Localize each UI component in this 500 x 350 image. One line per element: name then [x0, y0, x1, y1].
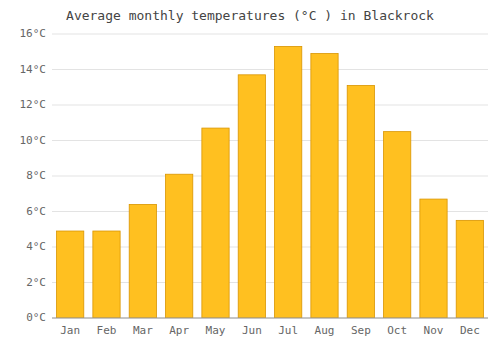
x-tick-label: Aug	[315, 324, 335, 337]
x-tick-label: Nov	[424, 324, 444, 337]
bar	[93, 231, 120, 318]
x-axis-line	[52, 318, 488, 319]
x-tick-label: Mar	[133, 324, 153, 337]
x-tick-label: Feb	[97, 324, 117, 337]
x-tick-label: Sep	[351, 324, 371, 337]
x-tick-label: Jun	[242, 324, 262, 337]
grid-line	[52, 176, 488, 177]
bar	[420, 199, 447, 318]
x-tick-label: Apr	[169, 324, 189, 337]
bar	[202, 128, 229, 318]
chart-title: Average monthly temperatures (°C ) in Bl…	[66, 8, 434, 23]
grid-line	[52, 69, 488, 70]
bar	[311, 54, 338, 318]
x-tick-label: Jan	[60, 324, 80, 337]
chart-svg: 0°C 2°C 4°C 6°C 8°C 10°C 12°C 14°C 16°C Jan Feb Mar…	[0, 0, 500, 350]
grid-line	[52, 105, 488, 106]
y-tick-label: 10°C	[20, 134, 47, 147]
bar	[384, 132, 411, 318]
bar	[238, 75, 265, 318]
x-axis: Jan Feb Mar Apr May Jun Jul Aug Sep Oct Nov Dec	[52, 318, 488, 337]
y-grid	[52, 34, 488, 318]
y-tick-label: 2°C	[26, 276, 46, 289]
x-tick-label: Jul	[278, 324, 298, 337]
y-tick-label: 14°C	[20, 63, 47, 76]
y-tick-label: 4°C	[26, 240, 46, 253]
y-tick-label: 12°C	[20, 98, 47, 111]
y-tick-label: 16°C	[20, 27, 47, 40]
x-tick-label: Dec	[460, 324, 480, 337]
bar	[57, 231, 84, 318]
bar	[129, 204, 156, 318]
grid-line	[52, 318, 488, 319]
grid-line	[52, 140, 488, 141]
chart-container: 0°C 2°C 4°C 6°C 8°C 10°C 12°C 14°C 16°C Jan Feb Mar…	[0, 0, 500, 350]
y-tick-label: 8°C	[26, 169, 46, 182]
bar	[347, 85, 374, 318]
y-axis: 0°C 2°C 4°C 6°C 8°C 10°C 12°C 14°C 16°C	[20, 27, 47, 324]
bars	[57, 46, 484, 318]
grid-line	[52, 34, 488, 35]
y-tick-label: 0°C	[26, 311, 46, 324]
bar	[275, 46, 302, 318]
x-tick-label: Oct	[387, 324, 407, 337]
y-tick-label: 6°C	[26, 205, 46, 218]
bar	[166, 174, 193, 318]
x-tick-label: May	[206, 324, 226, 337]
bar	[456, 220, 483, 318]
